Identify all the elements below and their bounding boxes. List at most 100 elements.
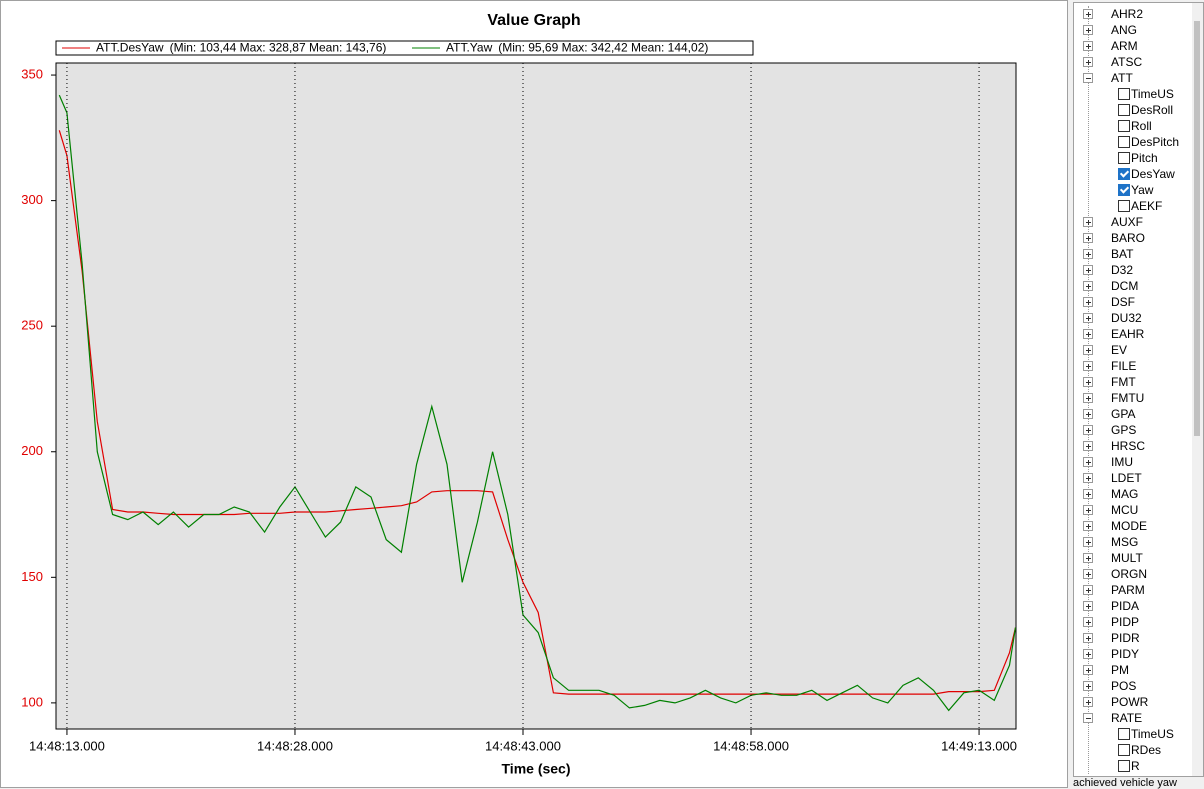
checkbox[interactable] [1118,744,1130,756]
checkbox[interactable] [1118,104,1130,116]
tree-label[interactable]: EV [1111,343,1128,357]
expander[interactable] [1083,505,1093,515]
expander[interactable] [1083,681,1093,691]
tree-label[interactable]: PIDY [1111,647,1140,661]
expander[interactable] [1083,41,1093,51]
expander[interactable] [1083,649,1093,659]
checkbox[interactable] [1118,152,1130,164]
expander[interactable] [1083,73,1093,83]
tree-label[interactable]: MAG [1111,487,1139,501]
expander[interactable] [1083,617,1093,627]
tree-child-label[interactable]: Yaw [1131,183,1154,197]
tree-label[interactable]: MCU [1111,503,1139,517]
expander[interactable] [1083,457,1093,467]
tree-child-label[interactable]: TimeUS [1131,727,1174,741]
expander[interactable] [1083,425,1093,435]
expander[interactable] [1083,585,1093,595]
tree-label[interactable]: EAHR [1111,327,1145,341]
expander[interactable] [1083,9,1093,19]
expander[interactable] [1083,345,1093,355]
tree-label[interactable]: DCM [1111,279,1139,293]
tree-label[interactable]: ATSC [1111,55,1143,69]
tree-label[interactable]: D32 [1111,263,1134,277]
tree-child-label[interactable]: R [1131,759,1140,773]
tree-label[interactable]: PIDR [1111,631,1140,645]
tree-label[interactable]: POS [1111,679,1137,693]
tree-label[interactable]: ORGN [1111,567,1147,581]
tree-child-label[interactable]: RDes [1131,743,1162,757]
expander[interactable] [1083,409,1093,419]
tree-child-label[interactable]: AEKF [1131,199,1163,213]
checkbox[interactable] [1118,88,1130,100]
scrollbar[interactable] [1192,3,1203,776]
tree-label[interactable]: GPS [1111,423,1137,437]
expander[interactable] [1083,489,1093,499]
expander[interactable] [1083,713,1093,723]
expander[interactable] [1083,57,1093,67]
tree-label[interactable]: IMU [1111,455,1133,469]
expander[interactable] [1083,665,1093,675]
checkbox[interactable] [1118,136,1130,148]
tree-label[interactable]: HRSC [1111,439,1146,453]
tree-label[interactable]: DSF [1111,295,1135,309]
tree-label[interactable]: MSG [1111,535,1139,549]
expander[interactable] [1083,473,1093,483]
expander[interactable] [1083,537,1093,547]
tree-child-label[interactable]: DesRoll [1131,103,1174,117]
expander[interactable] [1083,553,1093,563]
expander[interactable] [1083,377,1093,387]
expander[interactable] [1083,297,1093,307]
tree-child-label[interactable]: TimeUS [1131,87,1174,101]
scroll-thumb[interactable] [1194,21,1200,436]
expander[interactable] [1083,281,1093,291]
expander[interactable] [1083,601,1093,611]
expander[interactable] [1083,361,1093,371]
checkbox[interactable] [1118,120,1130,132]
expander[interactable] [1083,233,1093,243]
checkbox[interactable] [1118,184,1130,196]
expander[interactable] [1083,265,1093,275]
tree-label[interactable]: AHR2 [1111,7,1144,21]
tree-child-label[interactable]: DesYaw [1131,167,1175,181]
tree-label[interactable]: POWR [1111,695,1149,709]
tree-label[interactable]: DU32 [1111,311,1142,325]
tree-label[interactable]: ARM [1111,39,1138,53]
tree-child-label[interactable]: DesPitch [1131,135,1180,149]
tree-label[interactable]: BAT [1111,247,1134,261]
tree-label[interactable]: ANG [1111,23,1138,37]
tree-child-label[interactable]: Roll [1131,119,1152,133]
tree-label[interactable]: MULT [1111,551,1143,565]
tree-label[interactable]: LDET [1111,471,1142,485]
expander[interactable] [1083,697,1093,707]
tree-child-row: DesPitch [1074,134,1190,150]
expander[interactable] [1083,25,1093,35]
tree-label[interactable]: GPA [1111,407,1136,421]
tree-label[interactable]: AUXF [1111,215,1144,229]
tree-label[interactable]: MODE [1111,519,1147,533]
status-text: achieved vehicle yaw [1073,777,1177,789]
checkbox[interactable] [1118,168,1130,180]
tree-label[interactable]: RATE [1111,711,1143,725]
expander[interactable] [1083,313,1093,323]
tree-label[interactable]: FMT [1111,375,1136,389]
checkbox[interactable] [1118,728,1130,740]
expander[interactable] [1083,249,1093,259]
checkbox[interactable] [1118,760,1130,772]
tree-label[interactable]: ATT [1111,71,1133,85]
tree-label[interactable]: BARO [1111,231,1146,245]
checkbox[interactable] [1118,200,1130,212]
tree-label[interactable]: FMTU [1111,391,1145,405]
expander[interactable] [1083,441,1093,451]
tree-label[interactable]: PIDP [1111,615,1140,629]
expander[interactable] [1083,521,1093,531]
tree-label[interactable]: PARM [1111,583,1145,597]
expander[interactable] [1083,569,1093,579]
expander[interactable] [1083,217,1093,227]
expander[interactable] [1083,329,1093,339]
tree-label[interactable]: PM [1111,663,1129,677]
expander[interactable] [1083,393,1093,403]
tree-label[interactable]: PIDA [1111,599,1140,613]
expander[interactable] [1083,633,1093,643]
tree-label[interactable]: FILE [1111,359,1137,373]
tree-child-label[interactable]: Pitch [1131,151,1158,165]
